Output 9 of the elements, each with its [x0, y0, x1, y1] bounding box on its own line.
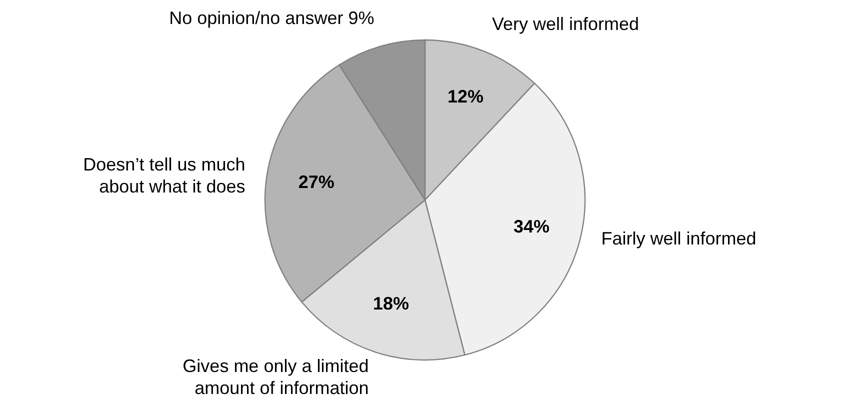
- slice-label: Very well informed: [492, 14, 640, 34]
- data-label: 12%: [447, 86, 484, 107]
- data-label: 34%: [514, 216, 550, 236]
- slice-label: Gives me only a limited amount of information: [182, 356, 369, 398]
- slice-label: Fairly well informed: [601, 228, 756, 248]
- slice-label: No opinion/no answer 9%: [169, 8, 374, 28]
- data-label: 18%: [372, 294, 410, 314]
- data-label: 27%: [298, 172, 334, 192]
- slice-label: Doesn’t tell us much about what it does: [83, 154, 246, 197]
